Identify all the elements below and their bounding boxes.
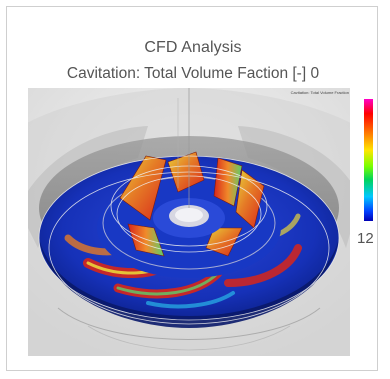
legend-caption: Cavitation: Total Volume Fraction — [290, 90, 349, 95]
figure-subtitle: Cavitation: Total Volume Faction [-] 0 — [66, 65, 320, 82]
impeller-cfd-render — [28, 88, 350, 356]
figure-title: CFD Analysis — [144, 39, 242, 56]
colorbar-legend — [364, 99, 373, 221]
scale-max-label: 12 — [357, 230, 374, 247]
